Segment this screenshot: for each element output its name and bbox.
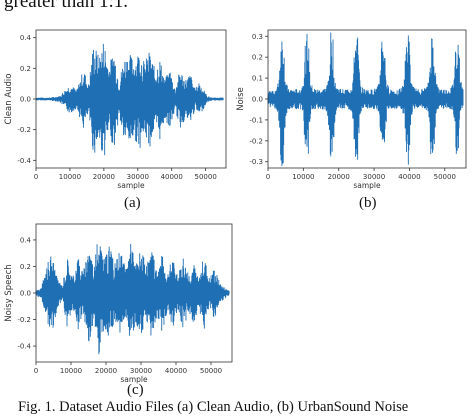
waveform-series-0 xyxy=(35,43,224,156)
plot-noisy-speech: 0 10000 20000 30000 40000 50000 -0.4 -0.2 0.0 0.2… xyxy=(4,223,233,384)
y-tick-label: 0.2 xyxy=(252,54,263,62)
x-tick-label: 20000 xyxy=(95,367,117,375)
sublabel-b: (b) xyxy=(359,195,377,211)
y-tick-label: 0.4 xyxy=(20,34,32,42)
x-tick-label: 50000 xyxy=(434,173,456,181)
y-axis-label: Noisy Speech xyxy=(4,264,14,321)
waveform-path xyxy=(35,243,230,355)
plot-clean-audio: 0 10000 20000 30000 40000 50000 -0.4 -0.2 0.0 0.2… xyxy=(4,29,227,190)
y-tick-label: 0.2 xyxy=(20,263,31,271)
y-tick-label: 0.3 xyxy=(252,33,263,41)
x-tick-label: 10000 xyxy=(292,173,314,181)
y-tick-label: 0.2 xyxy=(20,65,31,73)
x-axis-label: sample xyxy=(120,375,148,384)
y-tick-label: 0.0 xyxy=(20,290,31,298)
body-text-fragment: greater than 1:1. xyxy=(4,0,128,12)
x-tick-label: 0 xyxy=(266,173,270,181)
waveform-series-2 xyxy=(35,243,230,355)
x-tick-label: 20000 xyxy=(93,173,115,181)
y-tick-label: -0.2 xyxy=(17,316,31,324)
sublabel-a: (a) xyxy=(124,195,141,211)
y-tick-label: 0.0 xyxy=(20,96,31,104)
x-tick-label: 10000 xyxy=(59,173,81,181)
y-tick-label: -0.1 xyxy=(249,116,263,124)
x-tick-label: 40000 xyxy=(398,173,420,181)
y-tick-label: -0.2 xyxy=(17,126,31,134)
y-tick-label: 0.4 xyxy=(20,236,32,244)
sublabel-c: (c) xyxy=(127,382,144,398)
y-tick-label: -0.4 xyxy=(17,157,31,165)
waveform-series-1 xyxy=(267,32,464,166)
x-axis-label: sample xyxy=(117,181,145,190)
figure-caption: Fig. 1. Dataset Audio Files (a) Clean Au… xyxy=(18,399,409,415)
x-tick-label: 40000 xyxy=(165,367,187,375)
x-tick-label: 50000 xyxy=(200,367,222,375)
x-tick-label: 30000 xyxy=(127,173,149,181)
x-tick-label: 40000 xyxy=(161,173,183,181)
y-axis-label: Noise xyxy=(236,87,246,111)
x-tick-label: 30000 xyxy=(130,367,152,375)
y-tick-label: -0.4 xyxy=(17,343,31,351)
x-axis-label: sample xyxy=(353,181,381,190)
y-axis-label: Clean Audio xyxy=(4,74,14,125)
x-tick-label: 10000 xyxy=(60,367,82,375)
x-tick-label: 50000 xyxy=(195,173,217,181)
x-tick-label: 20000 xyxy=(328,173,350,181)
x-tick-label: 0 xyxy=(34,367,38,375)
plot-noise: 0 10000 20000 30000 40000 50000 -0.3 -0.2 -0.1 0.… xyxy=(236,29,467,190)
x-tick-label: 0 xyxy=(34,173,38,181)
y-tick-label: 0.1 xyxy=(252,75,263,83)
x-tick-label: 30000 xyxy=(363,173,385,181)
y-tick-label: -0.3 xyxy=(249,158,263,166)
y-tick-label: 0.0 xyxy=(252,96,263,104)
y-tick-label: -0.2 xyxy=(249,137,263,145)
